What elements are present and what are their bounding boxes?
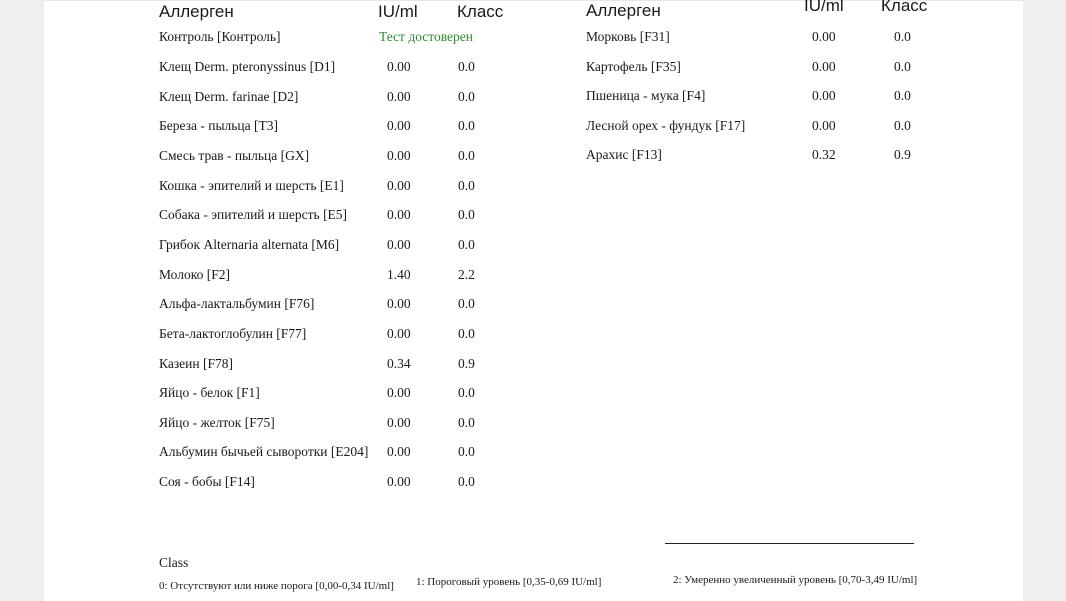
allergen-class-value: 0.9: [458, 355, 475, 371]
allergen-class-value: 0.0: [458, 444, 475, 460]
right-header-iu: IU/ml: [804, 0, 844, 15]
allergen-name: Лесной орех - фундук [F17]: [586, 117, 746, 133]
allergen-name: Яйцо - белок [F1]: [159, 385, 260, 401]
left-header-allergen: Аллерген: [159, 2, 234, 21]
allergen-name: Бета-лактоглобулин [F77]: [159, 325, 307, 341]
allergen-name: Арахис [F13]: [586, 147, 662, 162]
allergen-name: Клещ Derm. farinae [D2]: [159, 88, 299, 104]
allergen-iu-value: 0.00: [387, 236, 411, 252]
control-name: Контроль [Контроль]: [159, 29, 281, 44]
allergen-iu-value: 0.00: [387, 88, 411, 104]
allergen-name: Соя - бобы [F14]: [159, 474, 255, 490]
allergen-iu-value: 0.00: [387, 177, 411, 193]
allergen-iu-value: 0.00: [812, 58, 836, 74]
allergen-iu-value: 0.00: [387, 414, 411, 430]
allergen-class-value: 0.0: [458, 207, 475, 223]
allergen-class-value: 0.0: [458, 177, 475, 193]
allergen-name: Яйцо - желток [F75]: [159, 414, 275, 430]
allergen-iu-value: 0.00: [387, 474, 411, 490]
left-header-class: Класс: [457, 2, 504, 21]
allergen-name: Морковь [F31]: [586, 29, 670, 44]
allergen-iu-value: 0.32: [812, 147, 836, 162]
legend-class-2: 2: Умеренно увеличенный уровень [0,70-3,…: [673, 574, 918, 586]
allergen-class-value: 0.9: [894, 147, 911, 162]
allergen-class-value: 0.0: [458, 414, 475, 430]
allergen-class-value: 0.0: [458, 147, 475, 163]
legend-class-0: 0: Отсутствуют или ниже порога [0,00-0,3…: [159, 580, 394, 592]
allergen-class-value: 0.0: [458, 325, 475, 341]
right-header-allergen: Аллерген: [586, 1, 661, 20]
allergen-name: Береза - пыльца [T3]: [159, 118, 278, 134]
allergen-iu-value: 0.00: [387, 444, 411, 460]
allergen-name: Грибок Alternaria alternata [M6]: [159, 236, 340, 252]
control-status: Тест достоверен: [379, 29, 473, 44]
allergen-iu-value: 0.00: [812, 29, 836, 44]
allergen-iu-value: 0.00: [387, 325, 411, 341]
allergen-name: Пшеница - мука [F4]: [586, 88, 706, 103]
allergen-name: Клещ Derm. pteronyssinus [D1]: [159, 59, 336, 74]
allergen-class-value: 0.0: [894, 88, 911, 103]
allergen-name: Кошка - эпителий и шерсть [E1]: [159, 177, 344, 193]
allergen-class-value: 2.2: [458, 266, 475, 282]
right-header-class: Класс: [881, 0, 928, 15]
allergen-class-value: 0.0: [458, 474, 475, 490]
allergen-name: Смесь трав - пыльца [GX]: [159, 147, 310, 163]
allergen-class-value: 0.0: [458, 385, 475, 401]
allergen-iu-value: 0.00: [387, 59, 411, 74]
allergen-class-value: 0.0: [894, 117, 911, 133]
allergen-class-value: 0.0: [458, 59, 475, 74]
allergen-iu-value: 1.40: [387, 266, 411, 282]
allergen-name: Картофель [F35]: [586, 58, 681, 74]
allergen-iu-value: 0.00: [387, 147, 411, 163]
allergen-iu-value: 0.00: [812, 88, 836, 103]
legend-class-1: 1: Пороговый уровень [0,35-0,69 IU/ml]: [416, 576, 602, 588]
allergen-iu-value: 0.00: [387, 207, 411, 223]
allergen-class-value: 0.0: [458, 118, 475, 134]
allergen-class-value: 0.0: [894, 58, 911, 74]
allergen-class-value: 0.0: [458, 236, 475, 252]
allergen-name: Казеин [F78]: [159, 355, 233, 371]
allergen-name: Собака - эпителий и шерсть [E5]: [159, 207, 348, 223]
allergen-iu-value: 0.00: [387, 118, 411, 134]
allergen-iu-value: 0.00: [812, 117, 836, 133]
allergen-class-value: 0.0: [458, 296, 475, 312]
allergen-iu-value: 0.00: [387, 296, 411, 312]
report-page: Аллерген IU/ml Класс Контроль [Контроль]…: [44, 0, 1023, 601]
legend-title: Class: [159, 555, 189, 570]
allergen-name: Альбумин бычьей сыворотки [E204]: [159, 444, 369, 460]
allergen-iu-value: 0.00: [387, 385, 411, 401]
allergen-class-value: 0.0: [458, 88, 475, 104]
allergen-class-value: 0.0: [894, 29, 911, 44]
allergen-iu-value: 0.34: [387, 355, 411, 371]
allergen-name: Молоко [F2]: [159, 266, 230, 282]
legend-divider: [665, 543, 914, 544]
allergen-name: Альфа-лактальбумин [F76]: [159, 296, 315, 312]
left-header-iu: IU/ml: [378, 2, 418, 21]
